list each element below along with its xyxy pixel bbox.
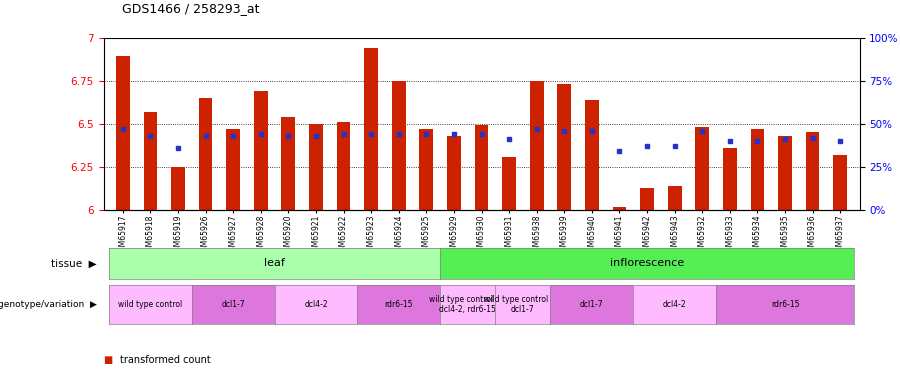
Bar <box>474 126 489 210</box>
Bar <box>585 100 598 210</box>
Bar <box>696 127 709 210</box>
Bar <box>419 129 433 210</box>
Text: leaf: leaf <box>264 258 285 268</box>
Text: genotype/variation  ▶: genotype/variation ▶ <box>0 300 97 309</box>
Bar <box>337 122 350 210</box>
Text: wild type control for
dcl4-2, rdr6-15: wild type control for dcl4-2, rdr6-15 <box>429 295 507 314</box>
Text: rdr6-15: rdr6-15 <box>770 300 799 309</box>
Bar <box>171 167 184 210</box>
Text: wild type control for
dcl1-7: wild type control for dcl1-7 <box>484 295 562 314</box>
Bar <box>723 148 737 210</box>
Text: dcl4-2: dcl4-2 <box>304 300 328 309</box>
Bar <box>613 207 626 210</box>
Text: ■: ■ <box>104 355 112 365</box>
Bar <box>116 57 130 210</box>
Bar <box>530 81 544 210</box>
Bar <box>751 129 764 210</box>
Bar <box>447 136 461 210</box>
Bar <box>226 129 240 210</box>
Bar <box>143 112 157 210</box>
Text: dcl1-7: dcl1-7 <box>580 300 604 309</box>
Text: GDS1466 / 258293_at: GDS1466 / 258293_at <box>122 2 259 15</box>
Bar <box>282 117 295 210</box>
Bar <box>557 84 572 210</box>
Bar <box>502 156 516 210</box>
Bar <box>640 188 654 210</box>
Bar <box>806 132 820 210</box>
Text: rdr6-15: rdr6-15 <box>384 300 413 309</box>
Text: inflorescence: inflorescence <box>610 258 684 268</box>
Bar <box>309 124 323 210</box>
Bar <box>254 91 267 210</box>
Text: wild type control: wild type control <box>118 300 183 309</box>
Text: dcl1-7: dcl1-7 <box>221 300 245 309</box>
Bar <box>199 98 212 210</box>
Bar <box>392 81 406 210</box>
Bar <box>778 136 792 210</box>
Bar <box>833 155 847 210</box>
Text: dcl4-2: dcl4-2 <box>662 300 687 309</box>
Bar <box>668 186 681 210</box>
Text: tissue  ▶: tissue ▶ <box>51 258 97 268</box>
Bar <box>364 48 378 210</box>
Text: transformed count: transformed count <box>120 355 211 365</box>
